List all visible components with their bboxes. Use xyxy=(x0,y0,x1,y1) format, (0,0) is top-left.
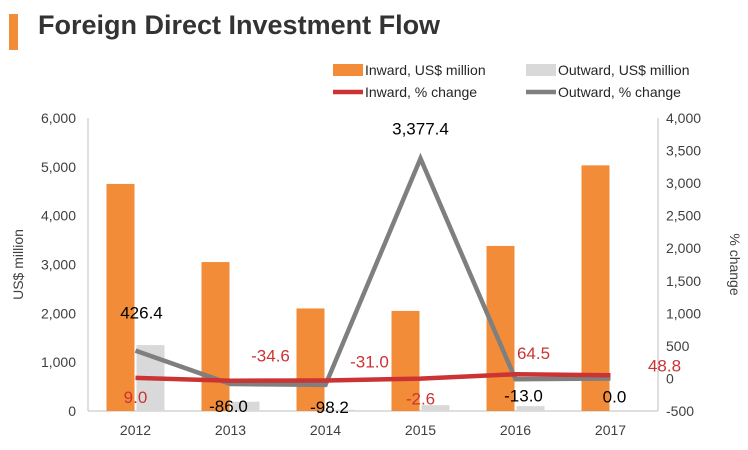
y-right-tick-label: 1,500 xyxy=(666,273,701,289)
inward-pct-label: 64.5 xyxy=(517,344,550,363)
y-left-tick-label: 1,000 xyxy=(41,354,76,370)
inward-bar xyxy=(486,245,515,411)
outward-bar xyxy=(516,406,545,411)
y-left-tick-label: 6,000 xyxy=(41,110,76,126)
y-left-tick-label: 3,000 xyxy=(41,257,76,273)
y-right-tick-label: 2,000 xyxy=(666,240,701,256)
legend-swatch xyxy=(526,64,556,76)
legend-label: Outward, US$ million xyxy=(558,62,690,78)
inward-bar xyxy=(581,165,610,411)
inward-pct-label: 9.0 xyxy=(124,388,148,407)
y-right-tick-label: 1,000 xyxy=(666,305,701,321)
y-right-tick-label: 500 xyxy=(666,338,690,354)
y-left-tick-label: 2,000 xyxy=(41,305,76,321)
y-right-tick-label: 0 xyxy=(666,370,674,386)
outward-bar xyxy=(326,409,355,411)
legend-label: Inward, % change xyxy=(365,84,477,100)
title-accent-bar xyxy=(9,14,18,50)
inward-pct-label: -34.6 xyxy=(251,347,290,366)
y-right-tick-label: -500 xyxy=(666,403,694,419)
outward-pct-label: 3,377.4 xyxy=(392,120,449,139)
y-left-axis-title: US$ million xyxy=(10,229,26,300)
outward-pct-label: 0.0 xyxy=(603,387,627,406)
x-tick-label: 2017 xyxy=(595,422,626,438)
outward-pct-label: -13.0 xyxy=(504,386,543,405)
x-tick-label: 2014 xyxy=(310,422,341,438)
outward-pct-label: -98.2 xyxy=(310,398,349,417)
inward-pct-label: -31.0 xyxy=(350,352,389,371)
inward-pct-change-line xyxy=(135,371,611,383)
y-right-tick-label: 3,500 xyxy=(666,143,701,159)
inward-pct-label: 48.8 xyxy=(648,356,681,375)
y-left-tick-label: 5,000 xyxy=(41,159,76,175)
outward-bar xyxy=(231,401,260,411)
y-right-tick-label: 3,000 xyxy=(666,175,701,191)
outward-pct-label: -86.0 xyxy=(209,397,248,416)
x-tick-label: 2015 xyxy=(405,422,436,438)
y-right-axis-title: % change xyxy=(727,233,743,295)
inward-bar xyxy=(201,262,230,411)
inward-bar xyxy=(106,183,135,411)
x-tick-label: 2016 xyxy=(500,422,531,438)
outward-bar xyxy=(421,405,450,411)
y-right-tick-label: 4,000 xyxy=(666,110,701,126)
x-tick-label: 2012 xyxy=(120,422,151,438)
legend-label: Outward, % change xyxy=(558,84,681,100)
inward-pct-label: -2.6 xyxy=(406,390,435,409)
y-left-tick-label: 4,000 xyxy=(41,208,76,224)
inward-bar xyxy=(296,308,325,411)
outward-pct-label: 426.4 xyxy=(120,304,163,323)
legend-label: Inward, US$ million xyxy=(365,62,486,78)
inward-bar xyxy=(391,310,420,411)
x-tick-label: 2013 xyxy=(215,422,246,438)
y-left-tick-label: 0 xyxy=(68,403,76,419)
y-right-tick-label: 2,500 xyxy=(666,208,701,224)
chart-title: Foreign Direct Investment Flow xyxy=(38,10,441,40)
legend-swatch xyxy=(333,64,363,76)
